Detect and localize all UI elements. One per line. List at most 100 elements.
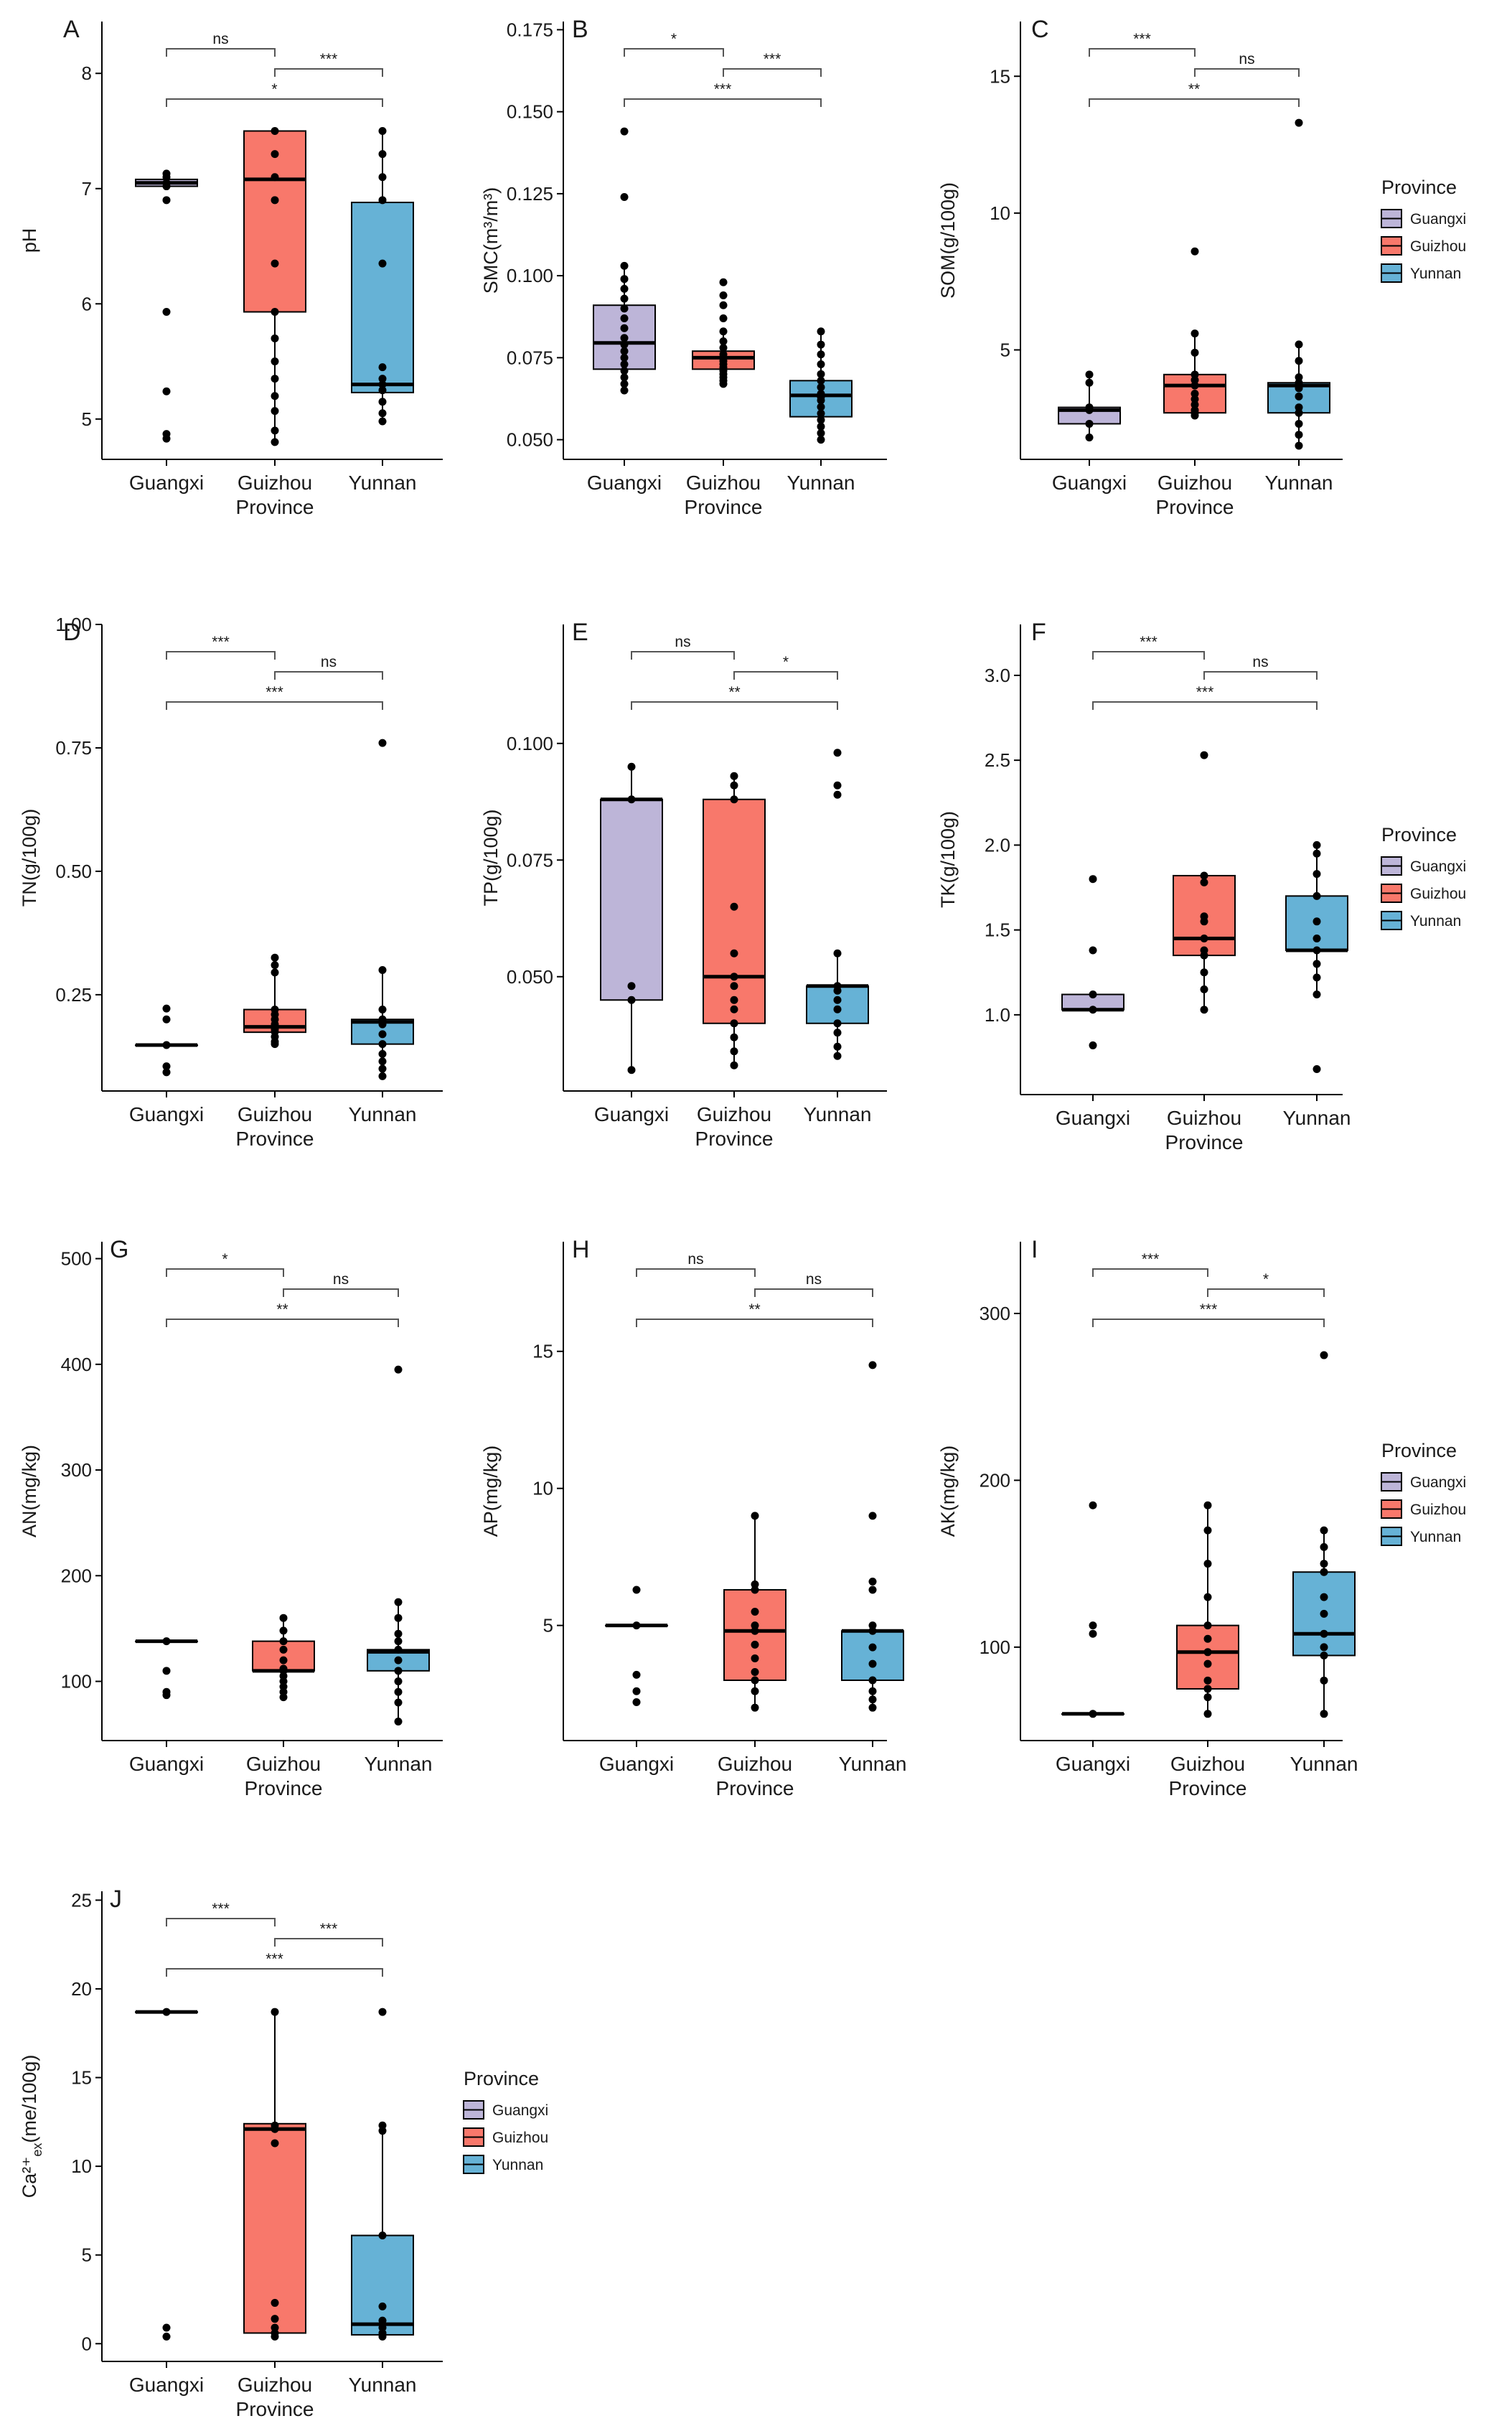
data-point [1320, 1542, 1328, 1551]
data-point [620, 261, 629, 270]
data-point [1191, 390, 1199, 398]
data-point [1191, 348, 1199, 357]
data-point [868, 1643, 877, 1652]
legend-item-label: Guizhou [492, 2130, 548, 2146]
data-point [730, 982, 738, 991]
x-tick-label: Guizhou [697, 1103, 771, 1125]
data-point [271, 2332, 279, 2341]
significance-bracket [1203, 671, 1318, 680]
data-point [271, 1040, 279, 1049]
data-point [632, 1670, 641, 1679]
panel-b: B 0.050 0.075 0.100 0.125 0.150 0.175 SMC(m³/m³… [480, 16, 887, 518]
significance-label: ns [806, 1271, 822, 1288]
data-point [833, 1005, 842, 1013]
data-point [378, 417, 387, 426]
significance-bracket [631, 701, 838, 710]
data-point [1313, 917, 1321, 926]
x-tick-label: Yunnan [349, 1103, 417, 1125]
y-tick-label: 5 [82, 408, 92, 430]
significance-label: ns [675, 634, 690, 650]
y-tick-label: 200 [61, 1565, 92, 1586]
x-tick-label: Yunnan [1290, 1753, 1358, 1775]
significance-bracket [283, 1288, 399, 1297]
data-point [271, 127, 279, 135]
data-point [162, 1637, 171, 1646]
data-point [279, 1637, 288, 1646]
data-point [1200, 985, 1208, 993]
data-point [279, 1693, 288, 1702]
box-yunnan [351, 202, 414, 393]
significance-label: ns [321, 654, 337, 670]
significance-label: *** [1142, 1251, 1160, 1268]
significance-bracket [1092, 1319, 1325, 1327]
data-point [1089, 875, 1097, 884]
y-tick-label: 300 [61, 1459, 92, 1481]
data-point [271, 2315, 279, 2323]
data-point [1191, 395, 1199, 403]
y-axis-label: AP(mg/kg) [480, 1446, 502, 1537]
data-point [271, 961, 279, 970]
significance-label: *** [1140, 634, 1158, 650]
data-point [632, 1687, 641, 1695]
data-point [868, 1512, 877, 1520]
data-point [394, 1365, 403, 1374]
x-tick-label: Guizhou [1158, 472, 1232, 494]
data-point [620, 347, 629, 355]
y-tick-label: 1.5 [985, 919, 1010, 941]
data-point [1089, 1621, 1097, 1630]
significance-label: * [271, 81, 277, 98]
data-point [378, 1064, 387, 1073]
y-tick-label: 0.050 [507, 429, 553, 451]
data-point [1295, 384, 1303, 393]
data-point [1200, 878, 1208, 886]
y-axis-label: SMC(m³/m³) [480, 187, 502, 294]
data-point [730, 1061, 738, 1069]
y-tick-label: 0.075 [507, 849, 553, 871]
data-point [1313, 1065, 1321, 1074]
data-point [271, 375, 279, 383]
data-point [378, 127, 387, 135]
data-point [1295, 419, 1303, 428]
data-point [1191, 329, 1199, 338]
significance-label: * [783, 654, 789, 670]
data-point [730, 781, 738, 790]
data-point [394, 1717, 403, 1725]
data-point [1203, 1676, 1212, 1685]
data-point [378, 1072, 387, 1080]
legend-title: Province [1381, 177, 1457, 198]
data-point [271, 407, 279, 416]
significance-label: ns [212, 31, 228, 47]
x-tick-label: Yunnan [804, 1103, 872, 1125]
x-tick-label: Guangxi [594, 1103, 669, 1125]
significance-bracket [631, 651, 735, 660]
significance-label: * [1263, 1271, 1269, 1288]
data-point [1200, 917, 1208, 926]
data-point [1191, 247, 1199, 256]
data-point [1295, 403, 1303, 412]
y-tick-label: 0.125 [507, 183, 553, 205]
y-tick-label: 500 [61, 1248, 92, 1270]
data-point [1320, 1351, 1328, 1359]
data-point [1200, 934, 1208, 942]
significance-label: * [222, 1251, 227, 1268]
y-tick-label: 0.075 [507, 347, 553, 368]
legend-title: Province [1381, 1440, 1457, 1461]
data-point [1313, 891, 1321, 900]
significance-bracket [1089, 48, 1196, 57]
data-point [1085, 419, 1094, 428]
data-point [730, 1005, 738, 1013]
data-point [1203, 1693, 1212, 1702]
legend-item-label: Guangxi [1410, 211, 1466, 228]
panel-label: D [63, 619, 81, 646]
data-point [279, 1626, 288, 1635]
x-tick-label: Guizhou [686, 472, 761, 494]
data-point [620, 353, 629, 362]
data-point [730, 1047, 738, 1056]
x-axis-title: Province [236, 496, 314, 518]
significance-bracket [166, 48, 276, 57]
x-tick-label: Guizhou [246, 1753, 321, 1775]
panel-f: F 1.0 1.5 2.0 2.5 3.0 TK(g/100g) Guangxi Guizhou… [937, 619, 1466, 1153]
data-point [817, 327, 825, 336]
data-point [1089, 1006, 1097, 1014]
data-point [1313, 840, 1321, 849]
